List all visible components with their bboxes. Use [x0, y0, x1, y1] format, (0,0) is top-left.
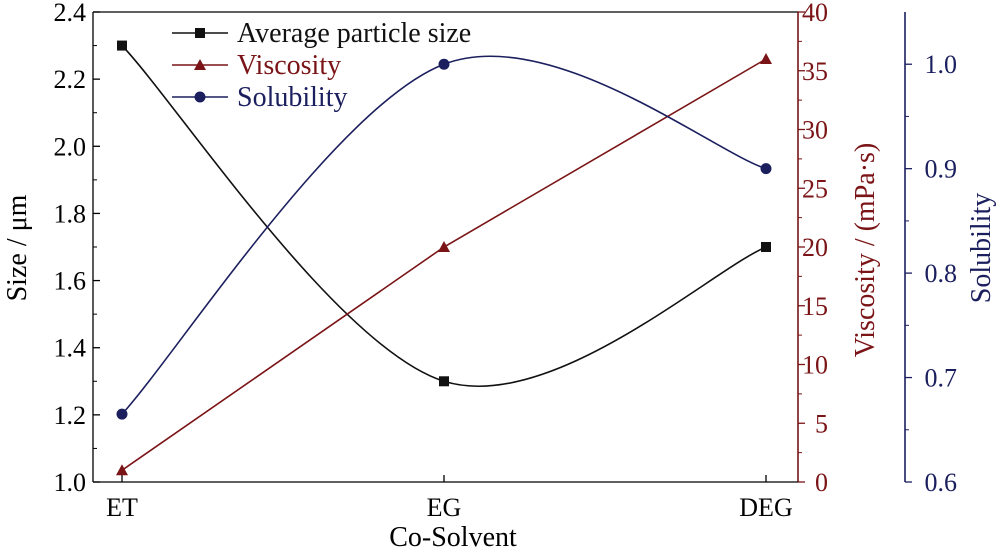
legend-label-viscosity: Viscosity — [237, 50, 341, 81]
particle-size-point — [439, 376, 449, 387]
solubility-series-line — [121, 55, 767, 415]
series-layer — [116, 40, 772, 476]
viscosity-point — [760, 53, 772, 64]
left-axis-tick-label: 1.6 — [54, 267, 87, 296]
left-axis-title: Size / μm — [2, 194, 33, 301]
solubility-axis-tick-label: 0.9 — [925, 155, 958, 184]
left-axis-tick-label: 2.4 — [54, 0, 87, 27]
viscosity-series-line — [121, 58, 767, 471]
viscosity-axis-title: Viscosity / (mPa·s) — [850, 143, 881, 358]
solubility-axis-title: Solubility — [966, 193, 997, 303]
viscosity-axis-tick-label: 30 — [802, 116, 828, 145]
solubility-point — [116, 408, 128, 420]
viscosity-axis: 0 5 10 15 20 25 30 35 40 — [797, 0, 828, 497]
left-axis-tick-label: 1.4 — [54, 334, 87, 363]
x-axis-title: Co-Solvent — [389, 522, 517, 549]
legend-marker-viscosity — [194, 59, 206, 70]
particle-size-point — [761, 242, 771, 252]
x-axis-tick-label: DEG — [739, 493, 792, 522]
solubility-point — [438, 58, 450, 70]
solubility-axis: 0.6 0.7 0.8 0.9 1.0 — [904, 12, 958, 497]
viscosity-point — [438, 241, 450, 252]
left-axis-tick-label: 2.2 — [54, 65, 87, 94]
viscosity-axis-tick-label: 40 — [802, 0, 828, 27]
left-axis-tick-label: 1.0 — [54, 468, 87, 497]
legend-label-solubility: Solubility — [237, 82, 347, 113]
viscosity-axis-tick-label: 0 — [815, 468, 828, 497]
x-axis-tick-label: ET — [106, 493, 138, 522]
left-axis: 1.0 1.2 1.4 1.6 1.8 2.0 2.2 2.4 — [54, 0, 100, 497]
viscosity-axis-tick-label: 15 — [802, 292, 828, 321]
viscosity-point — [116, 464, 128, 476]
left-axis-tick-label: 1.2 — [54, 401, 87, 430]
left-axis-tick-label: 2.0 — [54, 132, 87, 161]
particle-size-series-line — [121, 45, 767, 388]
legend-label-particle-size: Average particle size — [237, 18, 471, 49]
solubility-axis-tick-label: 0.6 — [925, 468, 958, 497]
viscosity-axis-tick-label: 5 — [815, 409, 828, 438]
solubility-axis-tick-label: 0.8 — [925, 259, 958, 288]
particle-size-point — [117, 40, 127, 51]
solubility-axis-tick-label: 1.0 — [925, 50, 958, 79]
viscosity-axis-tick-label: 25 — [802, 174, 828, 203]
viscosity-axis-tick-label: 20 — [802, 233, 828, 262]
x-axis-tick-label: EG — [427, 493, 462, 522]
legend-marker-solubility — [194, 91, 206, 103]
solubility-axis-tick-label: 0.7 — [925, 364, 958, 393]
viscosity-axis-tick-label: 10 — [802, 351, 828, 380]
x-axis: ET EG DEG — [93, 475, 798, 522]
solubility-point — [760, 163, 772, 175]
viscosity-axis-tick-label: 35 — [802, 57, 828, 86]
legend-marker-particle-size — [195, 28, 205, 38]
left-axis-tick-label: 1.8 — [54, 199, 87, 228]
